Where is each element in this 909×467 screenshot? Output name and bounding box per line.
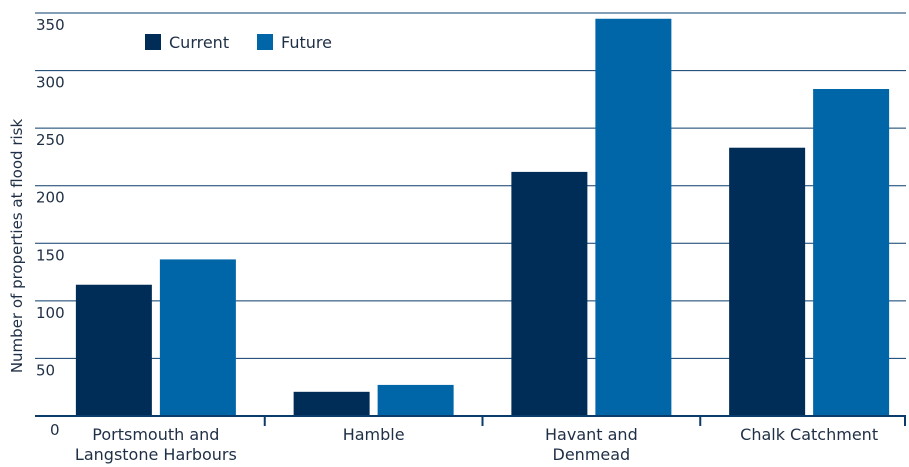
x-tick-label-line: Langstone Harbours — [75, 445, 237, 464]
bar-current-3 — [729, 147, 806, 416]
legend-swatch-future — [257, 34, 273, 50]
x-tick-label-line: Denmead — [553, 445, 631, 464]
y-tick-label: 50 — [36, 361, 55, 379]
y-tick-label: 250 — [36, 131, 65, 149]
legend: Current Future — [145, 33, 332, 52]
y-tick-label: 200 — [36, 189, 65, 207]
bar-current-2 — [511, 171, 588, 416]
x-tick-label: Hamble — [343, 425, 405, 444]
legend-label-current: Current — [169, 33, 229, 52]
bar-future-1 — [377, 384, 454, 416]
y-tick-labels: 0 50 100 150 200 250 300 350 — [36, 16, 65, 439]
y-tick-label: 0 — [50, 421, 60, 439]
x-tick-label-line: Chalk Catchment — [740, 425, 878, 444]
bar-future-3 — [813, 88, 890, 416]
legend-swatch-current — [145, 34, 161, 50]
y-tick-label: 350 — [36, 16, 65, 34]
y-axis-label: Number of properties at flood risk — [8, 119, 26, 374]
x-tick-label: Havant and Denmead — [545, 425, 638, 464]
bar-current-1 — [293, 391, 370, 416]
x-axis — [35, 415, 906, 426]
x-tick-label-line: Hamble — [343, 425, 405, 444]
x-tick-label: Chalk Catchment — [740, 425, 878, 444]
x-tick-label: Portsmouth and Langstone Harbours — [75, 425, 237, 464]
x-tick-label-line: Portsmouth and — [92, 425, 219, 444]
y-tick-label: 300 — [36, 74, 65, 92]
x-tick-label-line: Havant and — [545, 425, 638, 444]
bars — [75, 18, 890, 417]
bar-current-0 — [75, 284, 152, 416]
y-tick-label: 150 — [36, 246, 65, 264]
y-tick-label: 100 — [36, 304, 65, 322]
x-tick-labels: Portsmouth and Langstone Harbours Hamble Ha… — [75, 425, 878, 464]
legend-label-future: Future — [281, 33, 332, 52]
bar-future-2 — [595, 18, 672, 417]
bar-future-0 — [159, 259, 236, 416]
